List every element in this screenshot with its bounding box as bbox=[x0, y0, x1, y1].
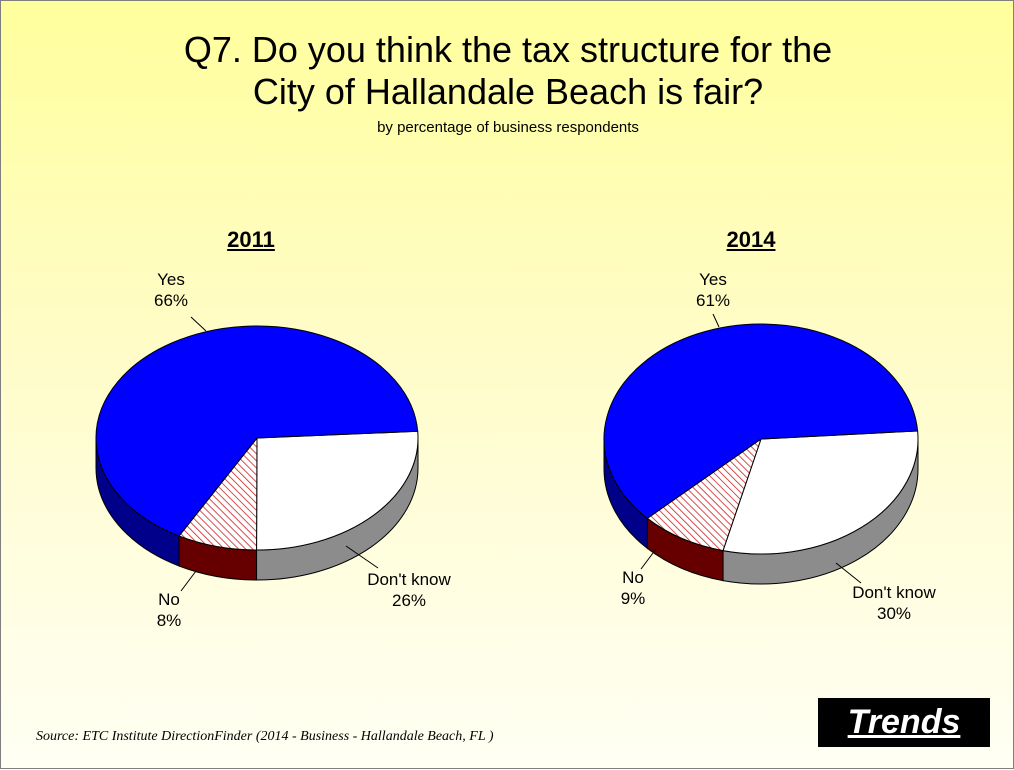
slice-label-yes-2011: Yes 66% bbox=[153, 270, 189, 310]
pie-title-2011: 2011 bbox=[227, 227, 275, 252]
title-line-2: City of Hallandale Beach is fair? bbox=[252, 71, 764, 112]
leader-line bbox=[835, 562, 862, 584]
pie-chart-2014 bbox=[603, 313, 919, 585]
leader-line bbox=[345, 545, 379, 569]
pie-slice-no bbox=[646, 437, 762, 552]
chart-title: Q7. Do you think the tax structure for t… bbox=[1, 29, 1014, 113]
pie-slice-dont-know bbox=[722, 430, 919, 555]
slice-label-yes-2014: Yes 61% bbox=[695, 270, 731, 310]
pie-title-2014: 2014 bbox=[726, 227, 776, 252]
pie-slice-yes bbox=[95, 325, 419, 537]
slice-label-dontknow-2014: Don't know 30% bbox=[852, 583, 936, 623]
leader-line bbox=[640, 548, 657, 570]
trends-badge: Trends bbox=[818, 698, 990, 747]
leader-line bbox=[712, 313, 720, 328]
chart-subtitle: by percentage of business respondents bbox=[377, 119, 639, 136]
title-line-1: Q7. Do you think the tax structure for t… bbox=[183, 29, 833, 70]
pie-chart-2011 bbox=[95, 316, 419, 592]
slice-label-no-2014: No 9% bbox=[620, 568, 646, 608]
leader-line bbox=[180, 570, 197, 592]
pie-slice-dont-know bbox=[256, 430, 419, 551]
leader-line bbox=[190, 316, 207, 332]
slice-label-no-2011: No 8% bbox=[156, 590, 182, 630]
source-note: Source: ETC Institute DirectionFinder (2… bbox=[36, 729, 494, 744]
pie-slice-yes bbox=[603, 323, 919, 519]
slice-label-dontknow-2011: Don't know 26% bbox=[367, 570, 451, 610]
